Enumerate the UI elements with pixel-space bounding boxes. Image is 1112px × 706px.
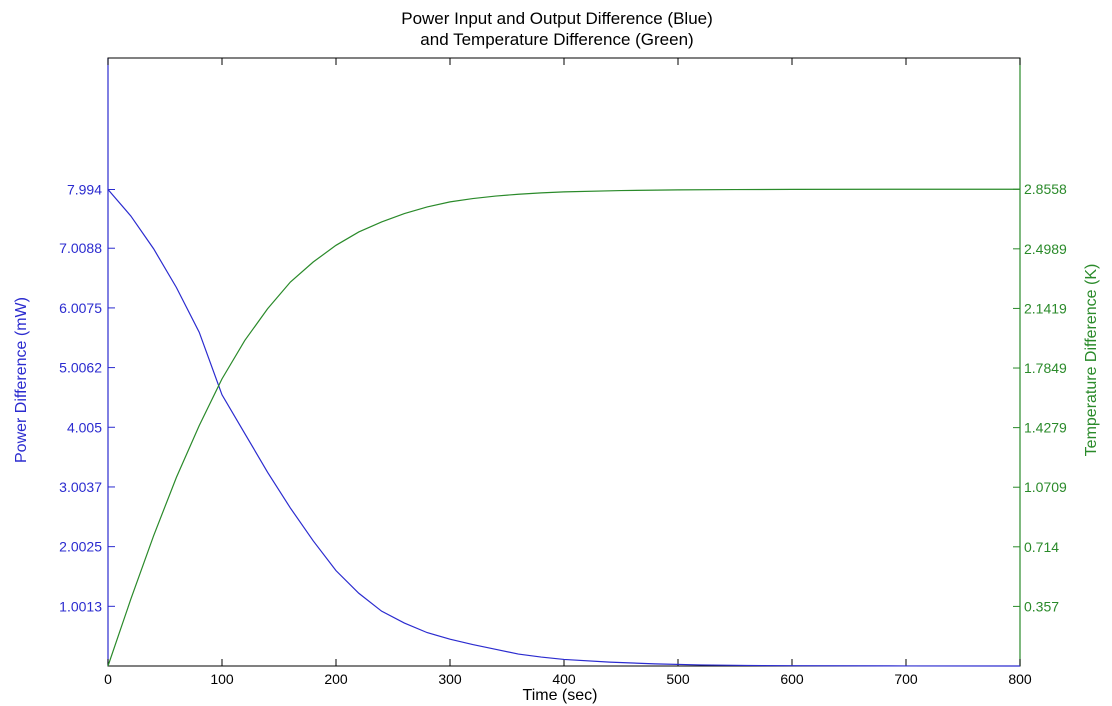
- left-tick-label: 5.0062: [59, 360, 102, 376]
- series-layer: [107, 188, 1021, 667]
- x-axis-ticks: 0 100 200 300 400 500 600 700 800: [104, 58, 1032, 687]
- right-tick-label: 2.8558: [1024, 181, 1067, 197]
- left-tick-label: 7.0088: [59, 240, 102, 256]
- x-tick-label: 600: [780, 671, 804, 687]
- left-tick-label: 7.994: [67, 181, 102, 197]
- left-axis-label: Power Difference (mW): [13, 297, 30, 463]
- x-tick-label: 100: [210, 671, 234, 687]
- left-axis-ticks: 1.0013 2.0025 3.0037 4.005 5.0062 6.0075 7.008…: [59, 181, 115, 614]
- left-tick-label: 6.0075: [59, 300, 102, 316]
- left-tick-label: 4.005: [67, 419, 102, 435]
- right-tick-label: 1.0709: [1024, 479, 1067, 495]
- right-axis-label: Temperature Difference (K): [1083, 264, 1100, 457]
- temperature-difference-line: [107, 188, 1020, 667]
- chart-title-line-2: and Temperature Difference (Green): [420, 30, 693, 49]
- right-axis-ticks: 0.357 0.714 1.0709 1.4279 1.7849 2.1419 2.4989…: [1013, 181, 1067, 614]
- right-tick-label: 0.357: [1024, 598, 1059, 614]
- right-tick-label: 2.1419: [1024, 300, 1067, 316]
- power-difference-line: [107, 189, 1021, 667]
- x-tick-label: 400: [552, 671, 576, 687]
- plot-area: [107, 57, 1021, 667]
- right-tick-label: 0.714: [1024, 539, 1059, 555]
- x-tick-label: 800: [1008, 671, 1032, 687]
- left-tick-label: 3.0037: [59, 479, 102, 495]
- right-tick-label: 1.7849: [1024, 360, 1067, 376]
- right-tick-label: 1.4279: [1024, 420, 1067, 436]
- x-tick-label: 300: [438, 671, 462, 687]
- chart-title-line-1: Power Input and Output Difference (Blue): [401, 9, 713, 28]
- x-tick-label: 0: [104, 671, 112, 687]
- x-tick-label: 500: [666, 671, 690, 687]
- left-tick-label: 1.0013: [59, 598, 102, 614]
- left-tick-label: 2.0025: [59, 539, 102, 555]
- x-axis-label: Time (sec): [523, 687, 598, 704]
- x-tick-label: 700: [894, 671, 918, 687]
- x-tick-label: 200: [324, 671, 348, 687]
- right-tick-label: 2.4989: [1024, 241, 1067, 257]
